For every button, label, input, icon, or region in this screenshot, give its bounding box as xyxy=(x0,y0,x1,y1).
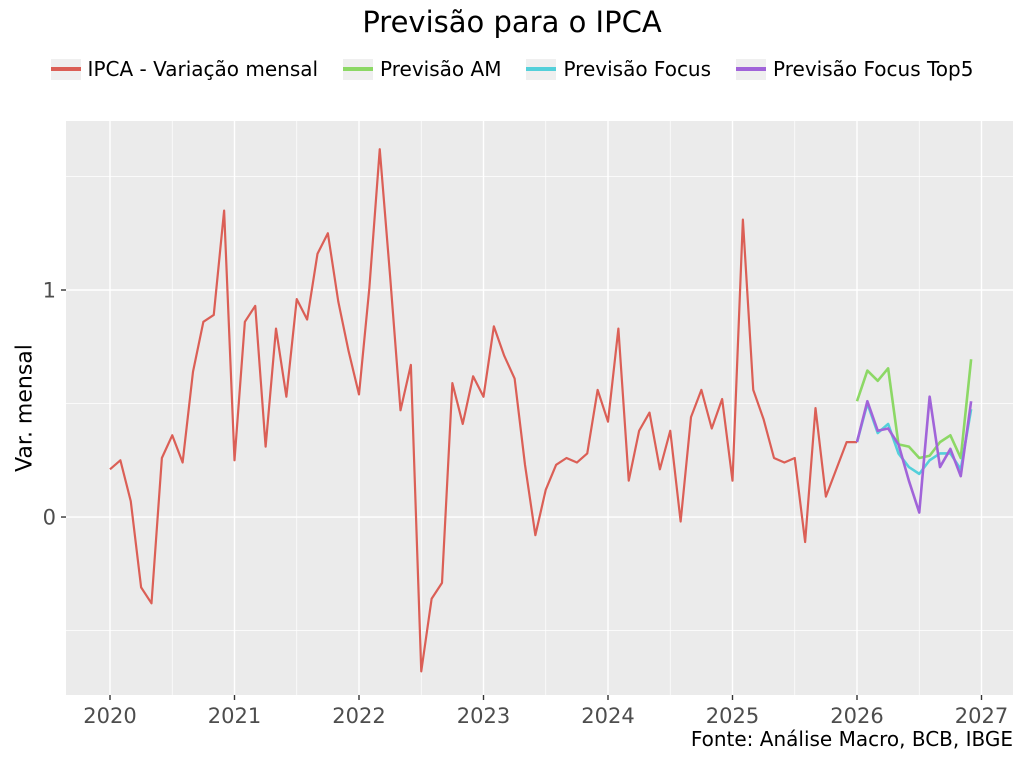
legend: IPCA - Variação mensal Previsão AM Previsã… xyxy=(0,57,1024,81)
legend-key-icon xyxy=(343,58,374,80)
x-tick-label: 2022 xyxy=(332,704,385,728)
y-axis-label: Var. mensal xyxy=(12,344,38,472)
legend-item-0: IPCA - Variação mensal xyxy=(50,57,319,81)
series-line-1 xyxy=(855,359,973,460)
x-tick-label: 2024 xyxy=(581,704,634,728)
y-tick-label: 0 xyxy=(43,506,56,530)
source-caption: Fonte: Análise Macro, BCB, IBGE xyxy=(690,727,1013,751)
legend-key-icon xyxy=(50,58,81,80)
legend-item-2: Previsão Focus xyxy=(526,57,711,81)
legend-label: Previsão AM xyxy=(380,57,502,81)
x-tick-label: 2023 xyxy=(457,704,510,728)
x-tick-label: 2025 xyxy=(706,704,759,728)
legend-key-icon xyxy=(736,58,767,80)
series-line-0 xyxy=(109,148,857,673)
legend-label: Previsão Focus Top5 xyxy=(773,57,974,81)
legend-item-3: Previsão Focus Top5 xyxy=(736,57,973,81)
y-tick-label: 1 xyxy=(43,279,56,303)
x-tick-label: 2021 xyxy=(208,704,261,728)
series-line-3 xyxy=(855,395,973,514)
x-tick-label: 2027 xyxy=(955,704,1008,728)
legend-key-icon xyxy=(526,58,557,80)
legend-label: Previsão Focus xyxy=(563,57,712,81)
x-tick-label: 2026 xyxy=(830,704,883,728)
legend-item-1: Previsão AM xyxy=(343,57,501,81)
legend-label: IPCA - Variação mensal xyxy=(87,57,319,81)
x-tick-label: 2020 xyxy=(83,704,136,728)
chart-title: Previsão para o IPCA xyxy=(362,5,662,39)
